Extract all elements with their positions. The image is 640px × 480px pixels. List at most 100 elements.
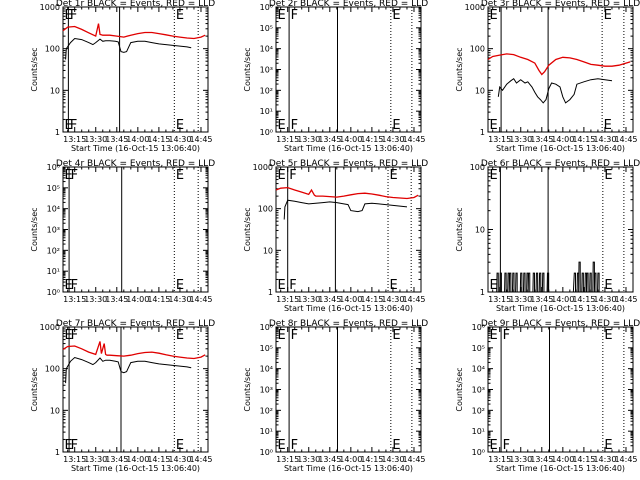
time-marker-label-top: F	[291, 328, 298, 343]
y-tick-label: 1000	[40, 323, 60, 332]
x-tick-label: 13:45	[530, 135, 553, 144]
time-marker-label-top: E	[604, 168, 612, 183]
y-tick-label: 10¹	[472, 427, 485, 436]
y-tick-label: 100	[258, 205, 273, 214]
panel-title: Det 1r BLACK = Events, RED = LLD	[56, 0, 215, 9]
y-tick-label: 1	[55, 128, 60, 137]
time-marker-label-bottom: E	[176, 438, 184, 453]
y-tick-label: 10⁴	[47, 205, 60, 214]
x-tick-label: 14:30	[593, 135, 616, 144]
time-marker-label-top: E	[392, 328, 400, 343]
time-marker-label-bottom: F	[291, 118, 298, 133]
y-tick-label: 10¹	[260, 427, 273, 436]
y-tick-label: 10	[50, 406, 60, 415]
x-axis-label: Start Time (16-Oct-15 13:06:40)	[284, 144, 413, 153]
time-marker-label-bottom: E	[278, 118, 286, 133]
y-tick-label: 10⁵	[260, 24, 273, 33]
time-marker-label-top: F	[291, 8, 298, 23]
y-axis-label: Counts/sec	[30, 207, 39, 251]
plot-frame	[487, 6, 634, 133]
x-tick-label: 13:30	[297, 455, 320, 464]
y-tick-label: 10⁰	[260, 128, 273, 137]
y-tick-label: 10⁶	[260, 323, 273, 332]
time-marker-label-top: E	[490, 8, 498, 23]
time-marker-label-bottom: E	[278, 438, 286, 453]
panel-det-8: Det 8r BLACK = Events, RED = LLD 10⁰ 10¹ 10…	[243, 319, 428, 473]
x-tick-label: 14:15	[360, 455, 383, 464]
x-tick-label: 13:30	[297, 135, 320, 144]
y-tick-label: 10⁵	[260, 344, 273, 353]
y-axis-label: Counts/sec	[243, 47, 252, 91]
y-axis-label: Counts/sec	[243, 367, 252, 411]
plot-frame	[275, 326, 422, 453]
time-marker-label-top: E	[278, 168, 286, 183]
panel-det-5: Det 5r BLACK = Events, RED = LLD 1 10 100 10…	[243, 159, 428, 313]
panel-title: Det 4r BLACK = Events, RED = LLD	[56, 159, 215, 169]
x-tick-label: 14:15	[360, 295, 383, 304]
x-tick-label: 13:45	[530, 295, 553, 304]
time-marker-label-top: E	[392, 8, 400, 23]
time-marker-label-top: E	[278, 328, 286, 343]
series-line-events	[65, 37, 192, 60]
x-tick-label: 14:15	[147, 295, 170, 304]
x-tick-label: 14:00	[551, 295, 574, 304]
x-tick-label: 13:15	[63, 295, 86, 304]
plot-frame	[275, 6, 422, 133]
panel-title: Det 7r BLACK = Events, RED = LLD	[56, 319, 215, 329]
x-tick-label: 13:45	[318, 135, 341, 144]
series-line-events	[497, 77, 613, 104]
x-axis-label: Start Time (16-Oct-15 13:06:40)	[496, 464, 625, 473]
y-tick-label: 10²	[260, 406, 273, 415]
time-marker-label-top: E	[490, 168, 498, 183]
x-axis-label: Start Time (16-Oct-15 13:06:40)	[496, 144, 625, 153]
x-tick-label: 14:30	[381, 455, 404, 464]
time-marker-label-bottom: E	[604, 278, 612, 293]
y-tick-label: 10	[475, 226, 485, 235]
x-tick-label: 14:45	[402, 295, 425, 304]
time-marker-label-top: F	[70, 8, 77, 23]
time-marker-label-bottom: F	[71, 278, 78, 293]
panel-det-4: Det 4r BLACK = Events, RED = LLD 10⁰ 10¹ 10…	[30, 159, 215, 304]
series-line-events	[495, 261, 600, 293]
x-tick-label: 13:45	[318, 455, 341, 464]
y-tick-label: 1	[480, 128, 485, 137]
y-tick-label: 10⁰	[260, 448, 273, 457]
plot-frame	[62, 6, 209, 133]
x-tick-label: 13:15	[63, 135, 86, 144]
series-line-events	[283, 199, 408, 220]
x-tick-label: 13:45	[105, 295, 128, 304]
time-marker-label-top: E	[176, 168, 184, 183]
time-marker-label-bottom: E	[392, 438, 400, 453]
time-marker-label-top: E	[176, 8, 184, 23]
x-axis-label: Start Time (16-Oct-15 13:06:40)	[71, 144, 200, 153]
x-tick-label: 13:30	[509, 455, 532, 464]
x-tick-label: 13:30	[84, 135, 107, 144]
x-tick-label: 14:00	[551, 455, 574, 464]
time-marker-label-bottom: F	[70, 118, 77, 133]
panel-title: Det 6r BLACK = Events, RED = LLD	[481, 159, 640, 169]
x-tick-label: 13:30	[509, 295, 532, 304]
y-tick-label: 10¹	[47, 267, 60, 276]
y-tick-label: 10³	[260, 66, 273, 75]
time-marker-label-bottom: F	[291, 438, 298, 453]
panel-title: Det 8r BLACK = Events, RED = LLD	[269, 319, 428, 329]
time-marker-label-top: F	[503, 328, 510, 343]
x-axis-label: Start Time (16-Oct-15 13:06:40)	[284, 464, 413, 473]
y-tick-label: 10	[475, 86, 485, 95]
y-tick-label: 10⁵	[472, 344, 485, 353]
y-tick-label: 1	[55, 448, 60, 457]
x-tick-label: 13:15	[488, 135, 511, 144]
time-marker-label-top: F	[71, 328, 78, 343]
time-marker-label-top: E	[604, 8, 612, 23]
time-marker-label-bottom: E	[278, 278, 286, 293]
y-tick-label: 10⁶	[47, 163, 60, 172]
x-tick-label: 14:00	[126, 295, 149, 304]
time-marker-label-top: E	[390, 168, 398, 183]
time-marker-label-bottom: E	[390, 278, 398, 293]
x-tick-label: 14:00	[339, 135, 362, 144]
time-marker-label-bottom: F	[289, 278, 296, 293]
y-tick-label: 10⁰	[47, 288, 60, 297]
time-marker-label-bottom: E	[392, 118, 400, 133]
time-marker-label-bottom: E	[604, 438, 612, 453]
